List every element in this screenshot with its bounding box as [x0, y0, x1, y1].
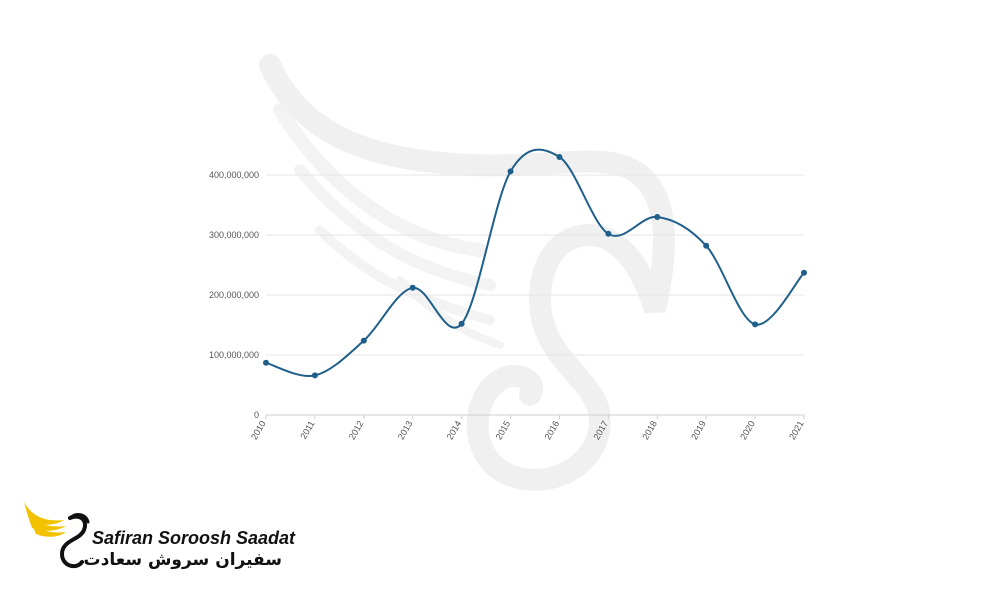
data-point	[703, 242, 710, 249]
x-tick-label: 2011	[298, 419, 316, 441]
y-tick-label: 0	[254, 410, 259, 420]
data-point	[654, 214, 661, 220]
x-tick-label: 2018	[640, 419, 659, 441]
data-point	[360, 337, 367, 344]
data-point	[458, 320, 465, 327]
y-tick-label: 400,000,000	[209, 170, 259, 180]
x-tick-label: 2021	[787, 419, 806, 441]
data-point	[507, 168, 514, 175]
x-tick-label: 2015	[494, 419, 513, 441]
y-axis: 0 100,000,000 200,000,000 300,000,000 400,00…	[209, 170, 259, 420]
x-tick-label: 2014	[445, 419, 464, 441]
y-tick-label: 300,000,000	[209, 230, 259, 240]
data-point	[409, 284, 416, 291]
brand-name: Safiran Soroosh Saadat	[92, 528, 296, 548]
x-axis: 2010 2011 2012 2013 2014 2015 2016 2017 2018 2019…	[249, 415, 806, 441]
data-point	[263, 359, 269, 366]
grid	[266, 174, 804, 356]
x-tick-label: 2012	[347, 419, 366, 441]
data-point	[801, 269, 807, 276]
x-tick-label: 2013	[396, 419, 415, 441]
x-tick-label: 2019	[689, 419, 708, 441]
swan-logo-icon	[259, 54, 675, 491]
data-point	[752, 321, 759, 328]
y-tick-label: 200,000,000	[209, 290, 259, 300]
brand-logo: Safiran Soroosh Saadat سفیران سروش سعادت	[22, 496, 296, 580]
y-tick-label: 100,000,000	[209, 350, 259, 360]
brand-name-persian: سفیران سروش سعادت	[83, 550, 282, 570]
data-point	[311, 372, 318, 379]
swan-wing-logo-icon	[24, 502, 90, 569]
x-tick-label: 2010	[249, 419, 268, 441]
x-tick-label: 2016	[543, 419, 562, 441]
data-point	[605, 230, 612, 237]
data-point	[556, 154, 563, 160]
x-tick-label: 2020	[738, 419, 757, 441]
data-points	[263, 154, 807, 379]
